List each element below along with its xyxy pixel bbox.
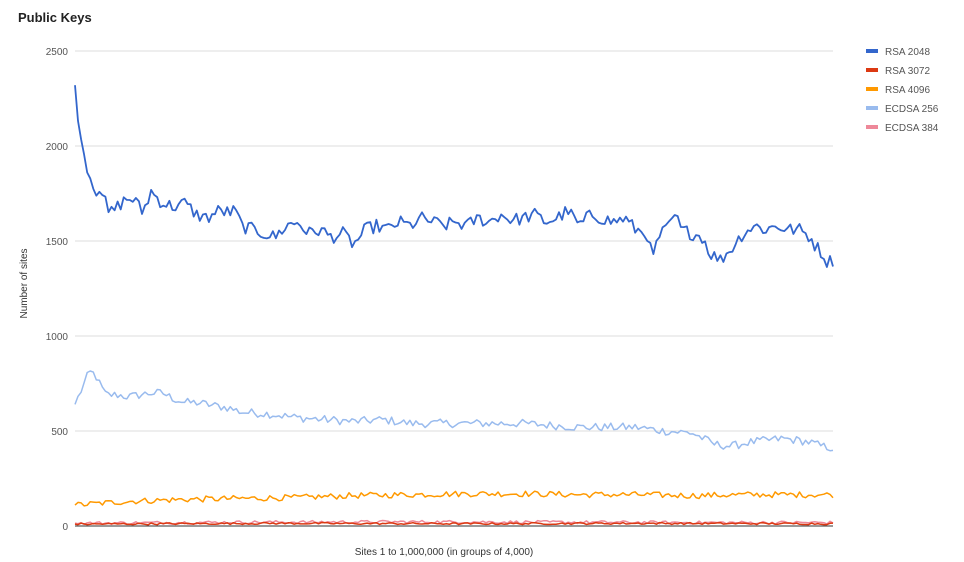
legend-swatch [866, 125, 878, 129]
series-line-ecdsa-384 [74, 519, 834, 526]
legend-label: RSA 4096 [885, 85, 930, 96]
y-tick-label: 1000 [46, 332, 69, 343]
gridlines [75, 50, 833, 432]
legend-label: RSA 2048 [885, 47, 930, 58]
series-layer [74, 85, 834, 526]
chart-title: Public Keys [18, 10, 92, 25]
x-axis-title: Sites 1 to 1,000,000 (in groups of 4,000… [355, 547, 533, 558]
legend-swatch [866, 106, 878, 110]
y-tick-label: 1500 [46, 237, 69, 248]
series-line-rsa-4096 [74, 490, 834, 507]
y-tick-label: 500 [51, 427, 68, 438]
series-line-ecdsa-256 [74, 370, 834, 452]
legend-label: ECDSA 384 [885, 123, 939, 134]
series-line-rsa-2048 [74, 85, 834, 268]
legend-swatch [866, 87, 878, 91]
legend-label: RSA 3072 [885, 66, 930, 77]
y-tick-label: 0 [62, 522, 68, 533]
legend-label: ECDSA 256 [885, 104, 939, 115]
y-axis-ticks: 0 500 1000 1500 2000 2500 [46, 47, 69, 533]
y-axis-title: Number of sites [19, 248, 30, 318]
series-line-rsa-3072 [74, 521, 834, 526]
legend-swatch [866, 68, 878, 72]
legend: RSA 2048 RSA 3072 RSA 4096 ECDSA 256 ECDSA 3… [866, 47, 939, 134]
y-tick-label: 2500 [46, 47, 69, 58]
legend-swatch [866, 49, 878, 53]
y-tick-label: 2000 [46, 142, 69, 153]
